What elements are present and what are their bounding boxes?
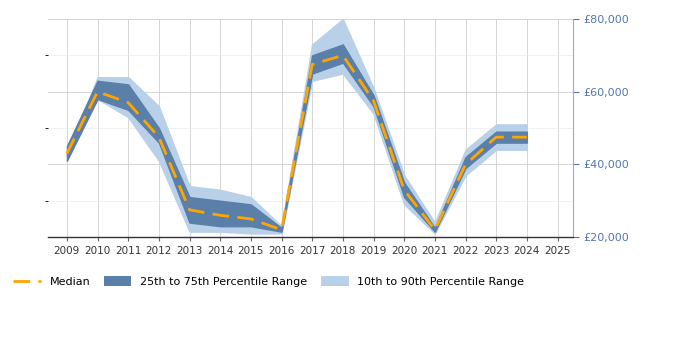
Median bbox=[492, 135, 500, 139]
Legend: Median, 25th to 75th Percentile Range, 10th to 90th Percentile Range: Median, 25th to 75th Percentile Range, 1… bbox=[8, 271, 530, 293]
Median bbox=[461, 162, 470, 167]
Median bbox=[246, 217, 255, 221]
Median bbox=[216, 213, 225, 217]
Median bbox=[308, 62, 316, 66]
Line: Median: Median bbox=[67, 55, 527, 230]
Median bbox=[93, 90, 102, 94]
Median bbox=[186, 208, 194, 212]
Median bbox=[370, 99, 378, 103]
Median bbox=[277, 228, 286, 232]
Median bbox=[63, 152, 71, 156]
Median bbox=[400, 188, 408, 192]
Median bbox=[124, 100, 132, 105]
Median bbox=[155, 135, 163, 139]
Median bbox=[339, 53, 347, 57]
Median bbox=[430, 228, 439, 232]
Median bbox=[523, 135, 531, 139]
